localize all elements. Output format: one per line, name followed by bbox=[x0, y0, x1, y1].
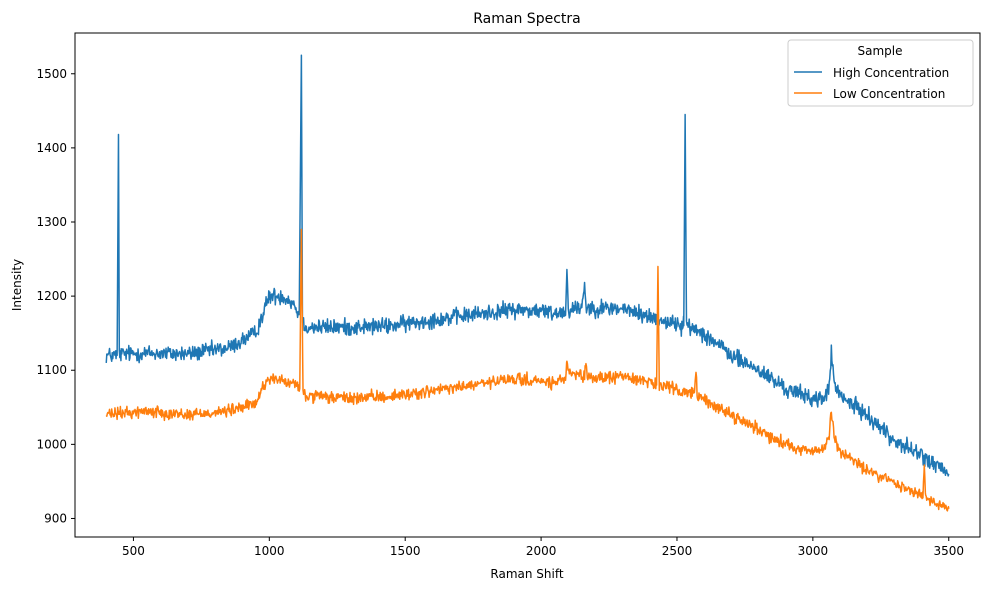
legend-label-high-concentration: High Concentration bbox=[833, 66, 949, 80]
plot-lines bbox=[105, 54, 950, 512]
legend-title: Sample bbox=[858, 44, 903, 58]
x-axis-ticks: 500 1000 1500 2000 2500 3000 3500 bbox=[122, 537, 964, 558]
chart-title: Raman Spectra bbox=[473, 11, 580, 27]
series-line-low-concentration bbox=[105, 228, 950, 512]
y-axis-ticks: 900 1000 1100 1200 1300 1400 1500 bbox=[36, 67, 75, 525]
legend-box bbox=[787, 39, 974, 107]
legend-label-low-concentration: Low Concentration bbox=[833, 87, 945, 101]
plot-frame bbox=[74, 32, 981, 538]
y-tick-label: 1300 bbox=[36, 215, 67, 229]
y-tick-label: 1200 bbox=[36, 289, 67, 303]
x-tick-label: 3500 bbox=[933, 544, 964, 558]
y-tick-label: 1500 bbox=[36, 67, 67, 81]
x-tick-label: 1000 bbox=[254, 544, 285, 558]
y-tick-label: 900 bbox=[44, 511, 67, 525]
y-tick-label: 1400 bbox=[36, 141, 67, 155]
x-tick-label: 2000 bbox=[526, 544, 557, 558]
x-tick-label: 500 bbox=[122, 544, 145, 558]
series-line-high-concentration bbox=[105, 54, 950, 477]
y-axis-label: Intensity bbox=[10, 259, 24, 311]
y-tick-label: 1000 bbox=[36, 437, 67, 451]
y-tick-label: 1100 bbox=[36, 363, 67, 377]
x-tick-label: 3000 bbox=[798, 544, 829, 558]
legend: Sample High Concentration Low Concentrat… bbox=[787, 39, 974, 107]
x-tick-label: 1500 bbox=[390, 544, 421, 558]
x-axis-label: Raman Shift bbox=[490, 567, 563, 581]
x-tick-label: 2500 bbox=[662, 544, 693, 558]
